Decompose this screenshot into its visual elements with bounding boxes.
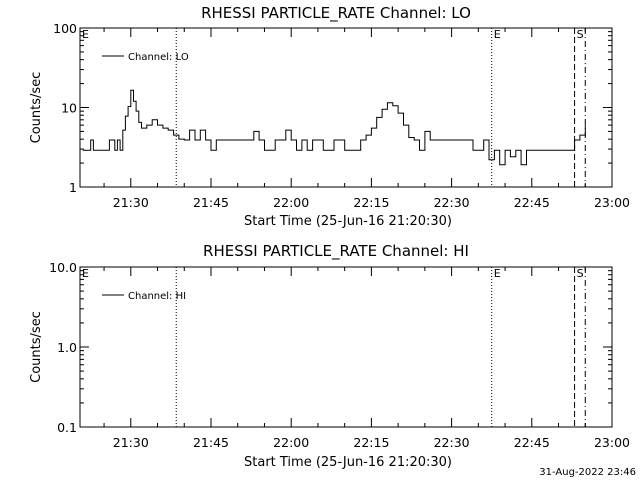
x-tick-label: 21:45 [193,435,229,450]
marker-label: E [82,28,89,41]
y-axis-label: Counts/sec [29,311,44,383]
x-axis-label: Start Time (25-Jun-16 21:20:30) [244,455,452,470]
x-tick-label: 21:30 [113,195,149,210]
y-tick-label: 10 [61,101,77,116]
series-line-0 [82,89,586,166]
marker-label: E [494,267,501,280]
x-tick-label: 22:30 [434,195,470,210]
marker-label: S [577,267,584,280]
y-tick-label: 10.0 [49,260,77,275]
x-tick-label: 23:00 [594,195,630,210]
y-tick-label: 0.1 [57,420,77,435]
x-tick-label: 21:30 [113,435,149,450]
chart-panel-lo: RHESSI PARTICLE_RATE Channel: LO 1 10 100 21… [29,4,630,229]
x-tick-label: 21:45 [193,195,229,210]
legend-label: Channel: HI [128,291,186,302]
y-tick-label: 1.0 [57,340,77,355]
chart-title: RHESSI PARTICLE_RATE Channel: LO [201,4,471,23]
x-axis-label: Start Time (25-Jun-16 21:20:30) [244,214,452,229]
legend-label: Channel: LO [128,52,189,63]
y-axis-label: Counts/sec [29,72,44,144]
x-tick-label: 22:00 [273,195,309,210]
x-tick-label: 22:45 [514,195,550,210]
marker-label: E [494,28,501,41]
x-tick-label: 22:15 [353,195,389,210]
x-tick-label: 23:00 [594,435,630,450]
marker-label: S [577,28,584,41]
x-tick-label: 22:45 [514,435,550,450]
x-tick-label: 22:15 [353,435,389,450]
x-tick-label: 22:30 [434,435,470,450]
marker-label: E [82,267,89,280]
chart-title: RHESSI PARTICLE_RATE Channel: HI [203,242,469,261]
x-tick-label: 22:00 [273,435,309,450]
y-tick-label: 100 [53,21,77,36]
y-tick-label: 1 [69,180,77,195]
chart-panel-hi: RHESSI PARTICLE_RATE Channel: HI 0.1 1.0 10… [29,242,630,470]
generated-timestamp: 31-Aug-2022 23:46 [539,467,636,478]
